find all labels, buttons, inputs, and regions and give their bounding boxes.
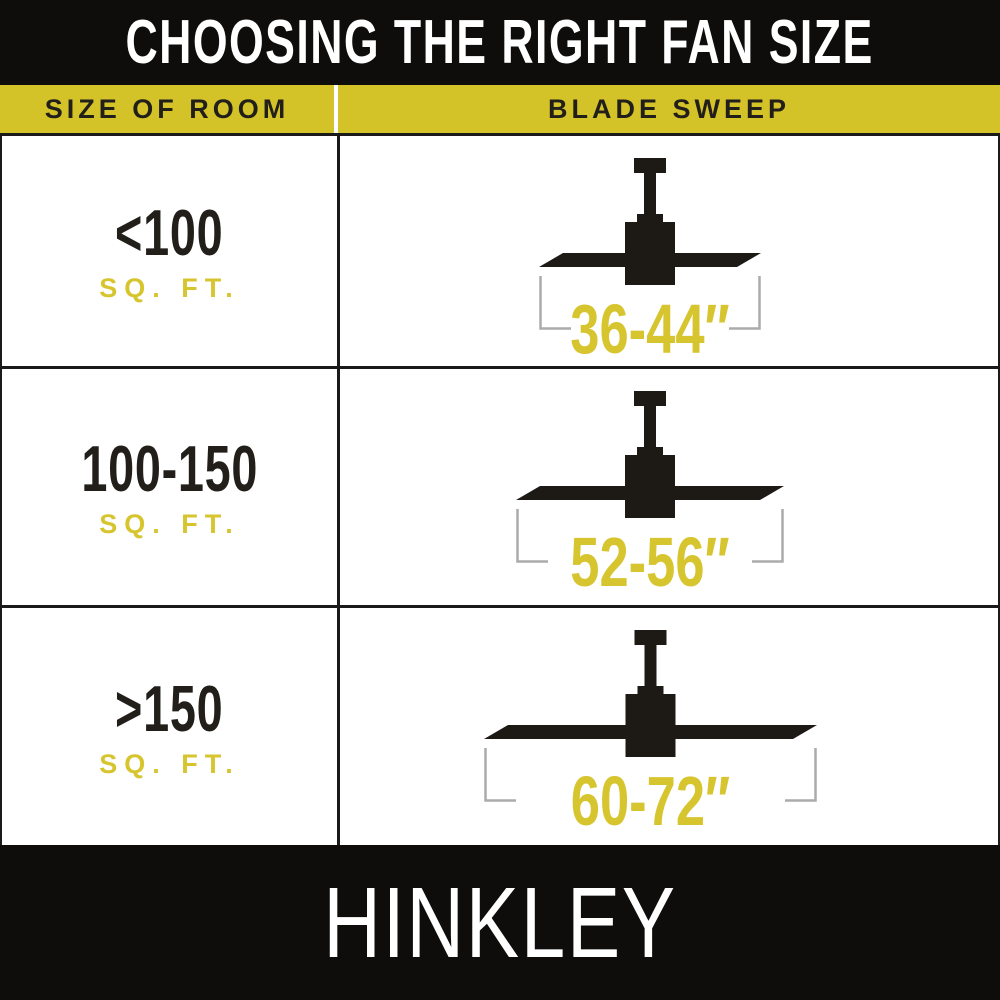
blade-sweep-value: 60-72″ [570, 762, 730, 840]
room-size-value: >150 [115, 671, 224, 745]
brand-logo: HINKLEY [323, 866, 677, 979]
fan-canopy [634, 158, 666, 173]
table-row: 100-150 SQ. FT. 52-56″ [2, 366, 998, 605]
column-header-blade-sweep: BLADE SWEEP [338, 85, 1000, 133]
fan-downrod [644, 172, 656, 217]
brand-bar: HINKLEY [0, 845, 1000, 1000]
table-row: <100 SQ. FT. 36-44″ [2, 136, 998, 366]
room-size-unit: SQ. FT. [99, 509, 240, 539]
room-size-unit: SQ. FT. [99, 273, 240, 303]
fan-size-table: <100 SQ. FT. 36-44″ 100-150 SQ. FT. 52-5… [0, 133, 1000, 845]
sweep-measure-bracket [483, 748, 817, 802]
blade-sweep-cell: 60-72″ [340, 608, 998, 845]
column-header-label: SIZE OF ROOM [44, 93, 290, 124]
fan-coupler [637, 214, 663, 224]
ceiling-fan-figure: 36-44″ [539, 158, 761, 364]
sweep-measure-bracket [539, 276, 761, 330]
fan-motor [625, 455, 675, 518]
room-size-cell: 100-150 SQ. FT. [2, 369, 340, 605]
room-size-value: 100-150 [81, 432, 258, 505]
ceiling-fan-icon [516, 391, 784, 563]
table-row: >150 SQ. FT. 60-72″ [2, 605, 998, 845]
fan-motor [625, 694, 675, 757]
room-size-cell: <100 SQ. FT. [2, 136, 340, 366]
room-size-value: <100 [115, 196, 224, 269]
room-size-cell: >150 SQ. FT. [2, 608, 340, 845]
column-header-label: BLADE SWEEP [547, 93, 791, 124]
fan-downrod [644, 644, 656, 689]
fan-coupler [637, 686, 663, 696]
blade-sweep-cell: 36-44″ [340, 136, 998, 366]
column-header-size-of-room: SIZE OF ROOM [0, 85, 338, 133]
ceiling-fan-figure: 60-72″ [483, 630, 817, 836]
ceiling-fan-icon [539, 158, 761, 330]
title-bar: CHOOSING THE RIGHT FAN SIZE [0, 0, 1000, 85]
fan-motor [625, 222, 675, 285]
blade-sweep-value: 52-56″ [570, 523, 730, 601]
fan-canopy [634, 391, 666, 406]
table-header-row: SIZE OF ROOM BLADE SWEEP [0, 85, 1000, 133]
blade-sweep-value: 36-44″ [570, 290, 730, 368]
blade-sweep-cell: 52-56″ [340, 369, 998, 605]
ceiling-fan-figure: 52-56″ [516, 391, 784, 597]
room-size-unit: SQ. FT. [99, 748, 240, 779]
fan-downrod [644, 405, 656, 450]
fan-coupler [637, 447, 663, 457]
fan-canopy [634, 630, 666, 645]
sweep-measure-bracket [516, 509, 784, 563]
page-title: CHOOSING THE RIGHT FAN SIZE [125, 7, 875, 77]
ceiling-fan-icon [483, 630, 817, 802]
